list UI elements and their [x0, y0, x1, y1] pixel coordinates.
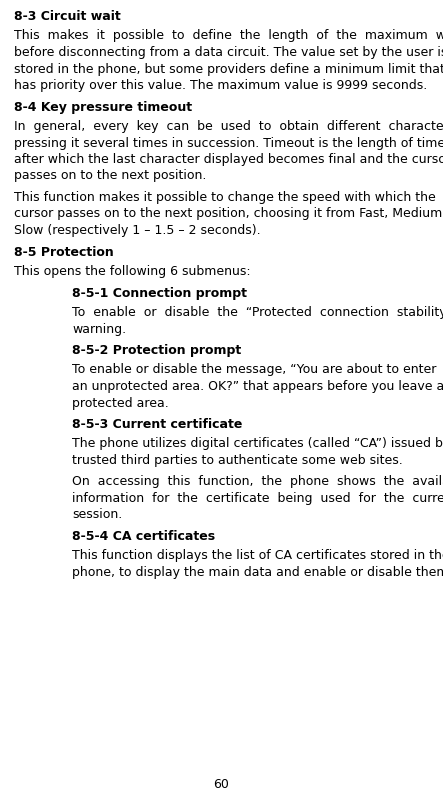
Text: 8-3 Circuit wait: 8-3 Circuit wait — [14, 10, 121, 23]
Text: 8-4 Key pressure timeout: 8-4 Key pressure timeout — [14, 101, 192, 114]
Text: On  accessing  this  function,  the  phone  shows  the  available: On accessing this function, the phone sh… — [72, 476, 443, 488]
Text: warning.: warning. — [72, 322, 126, 335]
Text: 8-5-2 Protection prompt: 8-5-2 Protection prompt — [72, 344, 241, 357]
Text: pressing it several times in succession. Timeout is the length of time: pressing it several times in succession.… — [14, 136, 443, 149]
Text: phone, to display the main data and enable or disable them.: phone, to display the main data and enab… — [72, 566, 443, 579]
Text: trusted third parties to authenticate some web sites.: trusted third parties to authenticate so… — [72, 454, 403, 467]
Text: cursor passes on to the next position, choosing it from Fast, Medium: cursor passes on to the next position, c… — [14, 207, 442, 221]
Text: an unprotected area. OK?” that appears before you leave a: an unprotected area. OK?” that appears b… — [72, 380, 443, 393]
Text: before disconnecting from a data circuit. The value set by the user is: before disconnecting from a data circuit… — [14, 46, 443, 59]
Text: This function makes it possible to change the speed with which the: This function makes it possible to chang… — [14, 191, 436, 204]
Text: after which the last character displayed becomes final and the cursor: after which the last character displayed… — [14, 153, 443, 166]
Text: 8-5-4 CA certificates: 8-5-4 CA certificates — [72, 530, 215, 543]
Text: stored in the phone, but some providers define a minimum limit that: stored in the phone, but some providers … — [14, 63, 443, 76]
Text: passes on to the next position.: passes on to the next position. — [14, 169, 206, 182]
Text: This function displays the list of CA certificates stored in the: This function displays the list of CA ce… — [72, 550, 443, 563]
Text: 8-5-1 Connection prompt: 8-5-1 Connection prompt — [72, 286, 247, 300]
Text: information  for  the  certificate  being  used  for  the  current: information for the certificate being us… — [72, 492, 443, 505]
Text: This  makes  it  possible  to  define  the  length  of  the  maximum  wait: This makes it possible to define the len… — [14, 30, 443, 43]
Text: session.: session. — [72, 509, 122, 521]
Text: 8-5-3 Current certificate: 8-5-3 Current certificate — [72, 418, 242, 431]
Text: To  enable  or  disable  the  “Protected  connection  stability”: To enable or disable the “Protected conn… — [72, 306, 443, 319]
Text: 60: 60 — [214, 778, 229, 791]
Text: has priority over this value. The maximum value is 9999 seconds.: has priority over this value. The maximu… — [14, 79, 427, 92]
Text: The phone utilizes digital certificates (called “CA”) issued by: The phone utilizes digital certificates … — [72, 438, 443, 451]
Text: Slow (respectively 1 – 1.5 – 2 seconds).: Slow (respectively 1 – 1.5 – 2 seconds). — [14, 224, 260, 237]
Text: To enable or disable the message, “You are about to enter: To enable or disable the message, “You a… — [72, 364, 436, 376]
Text: This opens the following 6 submenus:: This opens the following 6 submenus: — [14, 265, 251, 278]
Text: 8-5 Protection: 8-5 Protection — [14, 246, 114, 259]
Text: In  general,  every  key  can  be  used  to  obtain  different  characters,: In general, every key can be used to obt… — [14, 120, 443, 133]
Text: protected area.: protected area. — [72, 397, 169, 409]
